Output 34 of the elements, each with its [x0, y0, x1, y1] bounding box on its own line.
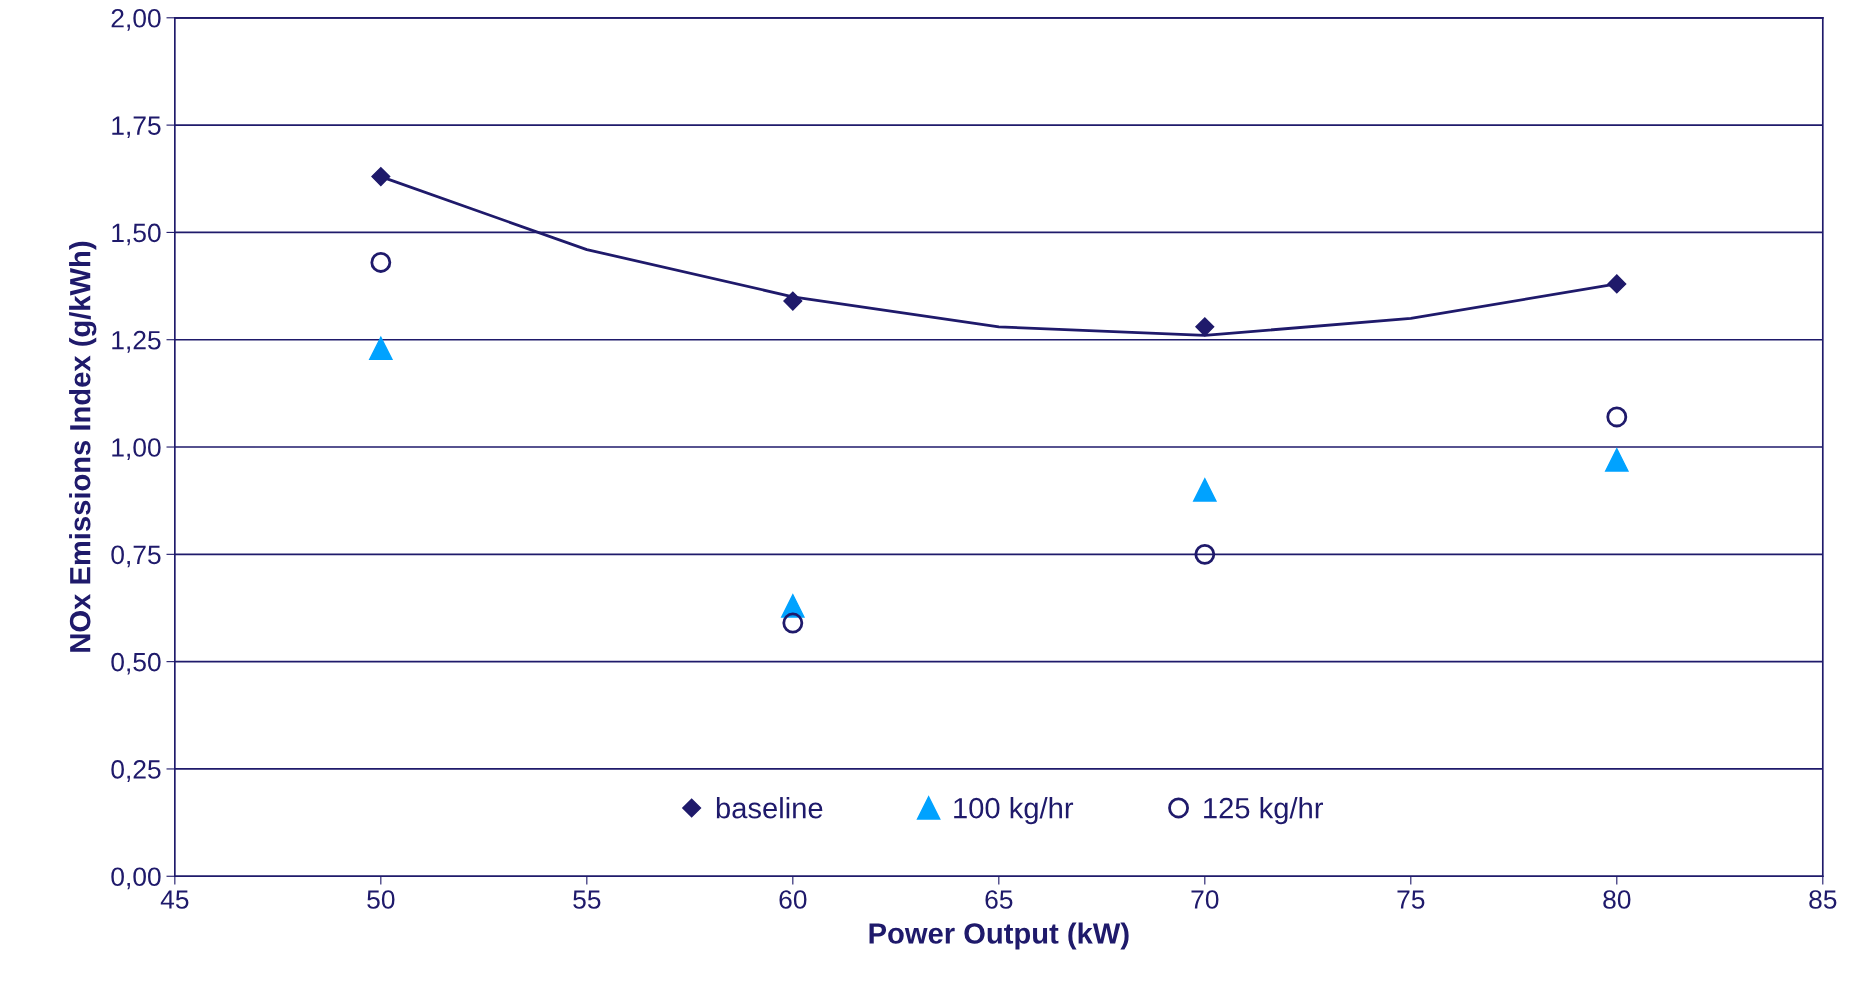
point — [1193, 478, 1217, 502]
x-tick-label: 85 — [1809, 890, 1837, 909]
y-tick-label: 1,00 — [112, 438, 161, 460]
y-tick-label: 2,00 — [111, 8, 161, 31]
point — [1607, 274, 1627, 294]
x-tick-label: 75 — [1397, 890, 1425, 909]
legend-label: baseline — [716, 797, 823, 819]
y-tick-label: 1,50 — [112, 223, 161, 246]
y-tick-label: 0,25 — [111, 760, 161, 782]
y-tick-label: 0,50 — [111, 652, 161, 675]
legend-label: 100 kg/hr — [954, 797, 1074, 825]
x-axis-title: Power Output (kW) — [869, 922, 1129, 950]
y-tick-label: 0,75 — [111, 545, 161, 568]
point — [782, 612, 804, 634]
point — [371, 167, 391, 187]
point — [1195, 317, 1215, 337]
x-tick-label: 80 — [1603, 890, 1631, 909]
y-tick-label: 0,00 — [111, 867, 161, 890]
x-tick-label: 45 — [160, 890, 189, 909]
y-axis-title: NOx Emissions Index (g/kWh) — [69, 241, 97, 652]
legend-label: 125 kg/hr — [1204, 797, 1324, 825]
point — [1194, 543, 1216, 565]
point — [1606, 406, 1628, 428]
point — [369, 336, 393, 361]
x-tick-label: 60 — [779, 890, 807, 909]
x-tick-label: 50 — [367, 890, 395, 909]
x-tick-label: 70 — [1191, 890, 1219, 909]
y-tick-label: 1,75 — [112, 116, 161, 139]
point — [370, 252, 392, 273]
point — [783, 291, 803, 311]
x-tick-label: 65 — [985, 890, 1013, 909]
y-tick-label: 1,25 — [112, 330, 161, 353]
x-tick-label: 55 — [573, 890, 601, 909]
point — [1604, 448, 1629, 472]
